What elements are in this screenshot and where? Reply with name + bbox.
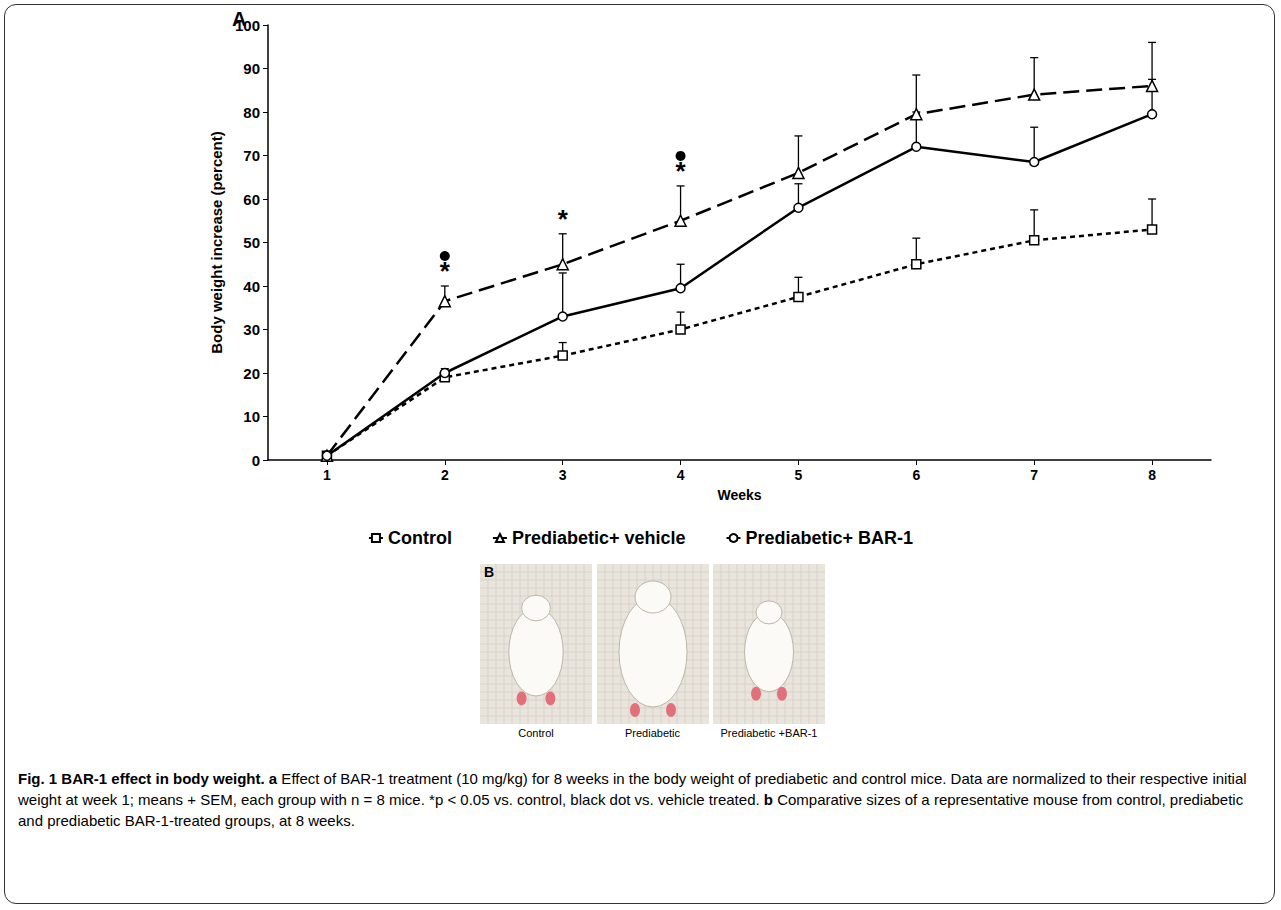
svg-text:*: * <box>558 204 569 234</box>
svg-text:7: 7 <box>1030 467 1038 483</box>
svg-text:10: 10 <box>243 408 260 425</box>
svg-text:Prediabetic+ BAR-1: Prediabetic+ BAR-1 <box>746 528 914 548</box>
svg-text:80: 80 <box>243 104 260 121</box>
svg-text:0: 0 <box>252 452 260 469</box>
svg-text:5: 5 <box>795 467 803 483</box>
svg-text:70: 70 <box>243 147 260 164</box>
svg-text:60: 60 <box>243 191 260 208</box>
svg-text:Body weight increase (percent): Body weight increase (percent) <box>208 131 225 354</box>
svg-text:Control: Control <box>388 528 452 548</box>
svg-text:2: 2 <box>441 467 449 483</box>
svg-text:Prediabetic+ vehicle: Prediabetic+ vehicle <box>512 528 686 548</box>
svg-text:50: 50 <box>243 234 260 251</box>
svg-text:3: 3 <box>559 467 567 483</box>
svg-text:4: 4 <box>677 467 685 483</box>
svg-text:40: 40 <box>243 278 260 295</box>
svg-text:Weeks: Weeks <box>717 487 761 503</box>
svg-text:8: 8 <box>1148 467 1156 483</box>
svg-text:30: 30 <box>243 321 260 338</box>
svg-text:6: 6 <box>912 467 920 483</box>
svg-text:1: 1 <box>323 467 331 483</box>
svg-text:90: 90 <box>243 60 260 77</box>
svg-text:20: 20 <box>243 365 260 382</box>
